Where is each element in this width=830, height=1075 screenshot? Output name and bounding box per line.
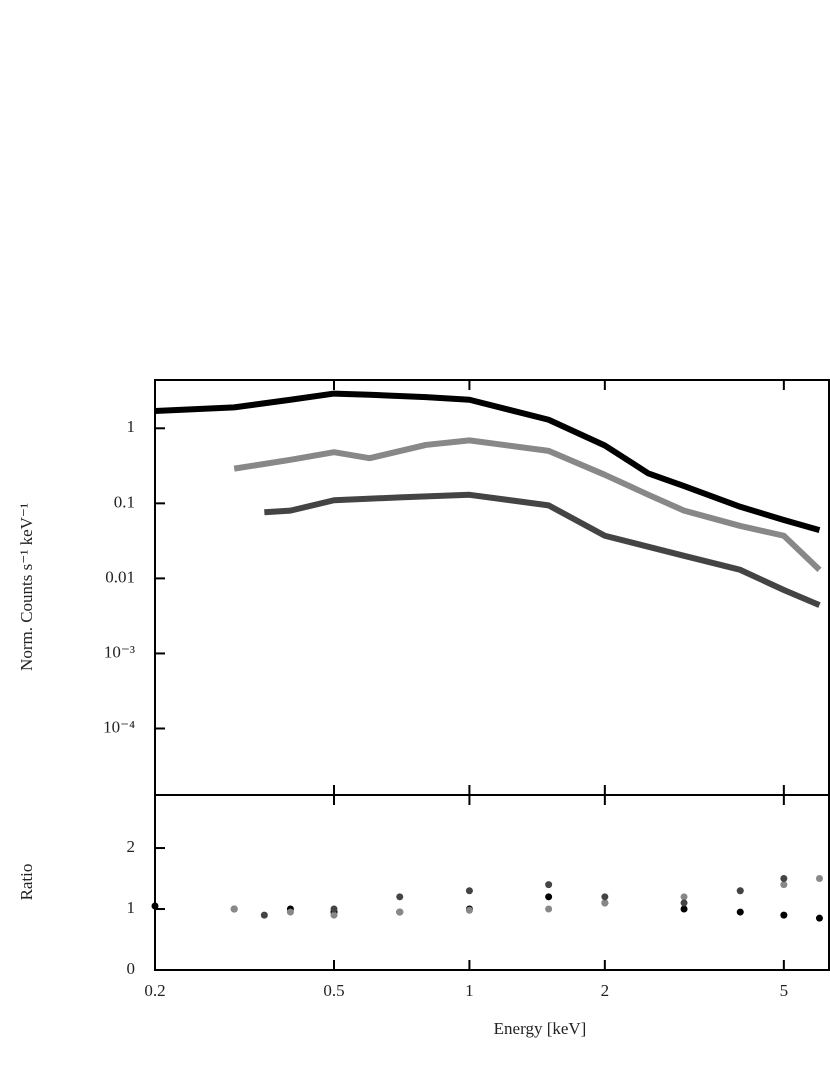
y-tick-label: 0.01: [105, 567, 135, 586]
spectrum: [154, 390, 821, 533]
ratio-point: [465, 887, 473, 895]
y-tick-label: 1: [127, 898, 136, 917]
ratio-point: [815, 914, 823, 922]
y-axis-label: Norm. Counts s⁻¹ keV⁻¹: [17, 503, 36, 671]
ratio-point: [680, 893, 688, 901]
ratio-point: [780, 875, 788, 883]
ratio-point: [151, 902, 159, 910]
ratio-point: [680, 899, 688, 907]
spectrum: [264, 491, 821, 608]
y-tick-label: 10⁻³: [104, 642, 135, 661]
ratio-point: [680, 905, 688, 913]
ratio-point: [545, 893, 553, 901]
ratio-point: [260, 911, 268, 919]
y-tick-label: 10⁻⁴: [103, 717, 135, 736]
ratio-point: [815, 875, 823, 883]
y-tick-label: 1: [127, 417, 136, 436]
ratio-point: [545, 905, 553, 913]
ratio-point: [601, 893, 609, 901]
x-tick-label: 1: [465, 981, 474, 1000]
ratio-point: [330, 905, 338, 913]
x-tick-label: 2: [601, 981, 610, 1000]
ratio-point: [396, 908, 404, 916]
y-axis-label: Ratio: [17, 864, 36, 901]
y-tick-label: 2: [127, 837, 136, 856]
frame: [154, 379, 830, 971]
ratio-point: [465, 906, 473, 914]
ratio-point: [601, 899, 609, 907]
ratio-point: [286, 908, 294, 916]
x-axis-label: Energy [keV]: [494, 1019, 587, 1038]
x-tick-label: 0.5: [323, 981, 344, 1000]
ratio-point: [545, 881, 553, 889]
x-tick-label: 0.2: [144, 981, 165, 1000]
ratio-point: [780, 881, 788, 889]
x-tick-label: 5: [780, 981, 789, 1000]
ratio-point: [736, 887, 744, 895]
y-tick-label: 0.1: [114, 492, 135, 511]
ratio-point: [230, 905, 238, 913]
ratio-point: [330, 911, 338, 919]
ratio-point: [736, 908, 744, 916]
ratio-point: [780, 911, 788, 919]
spectrum: [233, 437, 822, 573]
ratio-point: [396, 893, 404, 901]
y-tick-label: 0: [127, 959, 136, 978]
